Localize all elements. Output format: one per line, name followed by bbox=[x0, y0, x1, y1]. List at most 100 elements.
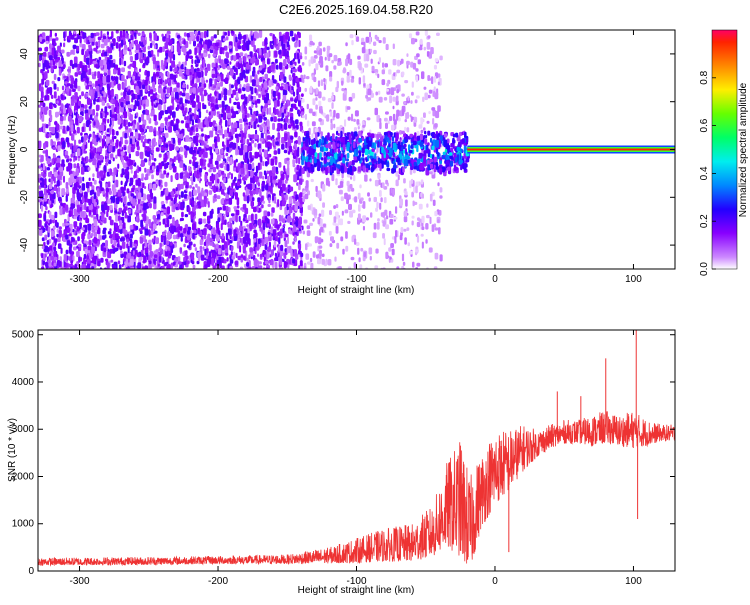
heatmap-cell bbox=[188, 191, 192, 198]
heatmap-cell bbox=[258, 93, 261, 99]
heatmap-cell bbox=[107, 181, 111, 188]
heatmap-cell bbox=[167, 74, 170, 79]
heatmap-cell bbox=[235, 252, 238, 258]
heatmap-cell bbox=[65, 87, 70, 92]
heatmap-cell bbox=[321, 209, 325, 217]
heatmap-cell bbox=[267, 203, 271, 207]
heatmap-cell bbox=[230, 30, 234, 34]
heatmap-cell bbox=[285, 31, 290, 40]
heatmap-cell bbox=[262, 176, 265, 180]
heatmap-cell bbox=[88, 89, 93, 96]
heatmap-cell bbox=[196, 260, 200, 265]
heatmap-cell bbox=[73, 246, 77, 251]
heatmap-cell bbox=[271, 135, 275, 139]
heatmap-cell bbox=[335, 226, 339, 234]
heatmap-cell bbox=[184, 150, 188, 158]
heatmap-cell bbox=[226, 106, 231, 111]
heatmap-cell bbox=[194, 72, 197, 78]
heatmap-cell bbox=[79, 95, 82, 100]
heatmap-cell bbox=[279, 35, 284, 42]
heatmap-cell bbox=[59, 166, 64, 172]
heatmap-cell bbox=[299, 178, 303, 185]
heatmap-cell bbox=[141, 114, 145, 122]
heatmap-cell bbox=[196, 88, 200, 93]
heatmap-cell bbox=[298, 157, 301, 165]
heatmap-cell bbox=[258, 30, 263, 38]
heatmap-cell bbox=[44, 196, 48, 202]
heatmap-cell bbox=[140, 135, 144, 140]
heatmap-cell bbox=[110, 99, 114, 104]
heatmap-cell bbox=[61, 188, 66, 196]
heatmap-cell bbox=[212, 227, 216, 235]
heatmap-cell bbox=[174, 173, 178, 179]
heatmap-cell bbox=[172, 205, 177, 210]
heatmap-cell bbox=[46, 87, 50, 94]
heatmap-cell bbox=[88, 210, 92, 215]
heatmap-cell bbox=[61, 55, 64, 60]
heatmap-cell bbox=[124, 125, 129, 130]
heatmap-cell bbox=[64, 204, 69, 211]
heatmap-cell bbox=[202, 59, 206, 67]
heatmap-cell bbox=[152, 56, 156, 65]
heatmap-cell bbox=[262, 200, 266, 204]
heatmap-cell bbox=[177, 230, 180, 238]
heatmap-cell bbox=[191, 119, 194, 126]
heatmap-cell bbox=[271, 113, 274, 117]
heatmap-cell bbox=[258, 115, 263, 123]
heatmap-cell bbox=[263, 117, 267, 121]
heatmap-cell bbox=[110, 259, 114, 263]
heatmap-cell bbox=[225, 36, 229, 41]
heatmap-cell bbox=[370, 48, 373, 53]
heatmap-cell bbox=[255, 78, 260, 85]
heatmap-cell bbox=[298, 65, 302, 70]
heatmap-cell bbox=[439, 55, 443, 61]
heatmap-cell bbox=[41, 114, 45, 122]
heatmap-cell bbox=[51, 261, 54, 266]
heatmap-cell bbox=[42, 126, 46, 133]
heatmap-cell bbox=[218, 104, 223, 108]
heatmap-cell bbox=[80, 163, 83, 168]
heatmap-cell bbox=[160, 234, 164, 243]
heatmap-cell bbox=[251, 197, 255, 202]
heatmap-cell bbox=[81, 195, 85, 204]
heatmap-cell bbox=[271, 207, 275, 213]
heatmap-cell bbox=[211, 258, 214, 266]
heatmap-cell bbox=[299, 260, 303, 267]
heatmap-cell bbox=[96, 205, 100, 209]
heatmap-cell bbox=[159, 110, 164, 116]
heatmap-cell bbox=[428, 247, 433, 253]
heatmap-cell bbox=[72, 44, 77, 49]
heatmap-cell bbox=[144, 167, 147, 173]
heatmap-cell bbox=[257, 124, 260, 128]
heatmap-cell bbox=[156, 94, 160, 99]
heatmap-cell bbox=[85, 156, 89, 163]
heatmap-cell bbox=[53, 42, 57, 46]
heatmap-cell bbox=[144, 138, 147, 144]
heatmap-cell bbox=[54, 211, 58, 219]
heatmap-cell bbox=[242, 245, 246, 254]
heatmap-cell bbox=[250, 108, 253, 115]
heatmap-cell bbox=[295, 77, 300, 83]
heatmap-cell bbox=[224, 58, 228, 64]
heatmap-cell bbox=[113, 80, 116, 86]
heatmap-cell bbox=[281, 192, 284, 198]
heatmap-cell bbox=[289, 107, 294, 112]
heatmap-cell bbox=[203, 218, 207, 224]
heatmap-cell bbox=[179, 146, 184, 152]
heatmap-cell bbox=[270, 136, 273, 141]
heatmap-cell bbox=[135, 85, 139, 93]
heatmap-cell bbox=[180, 120, 185, 124]
heatmap-cell bbox=[153, 158, 157, 162]
heatmap-cell bbox=[275, 86, 279, 91]
heatmap-cell bbox=[261, 123, 265, 127]
heatmap-cell bbox=[132, 136, 135, 145]
heatmap-cell bbox=[162, 98, 165, 103]
heatmap-cell bbox=[293, 99, 298, 103]
heatmap-cell bbox=[68, 233, 72, 237]
heatmap-cell bbox=[216, 234, 220, 242]
heatmap-cell bbox=[138, 116, 141, 123]
heatmap-cell bbox=[190, 259, 193, 263]
heatmap-cell bbox=[288, 74, 292, 81]
heatmap-cell bbox=[63, 75, 67, 79]
heatmap-cell bbox=[208, 251, 211, 258]
